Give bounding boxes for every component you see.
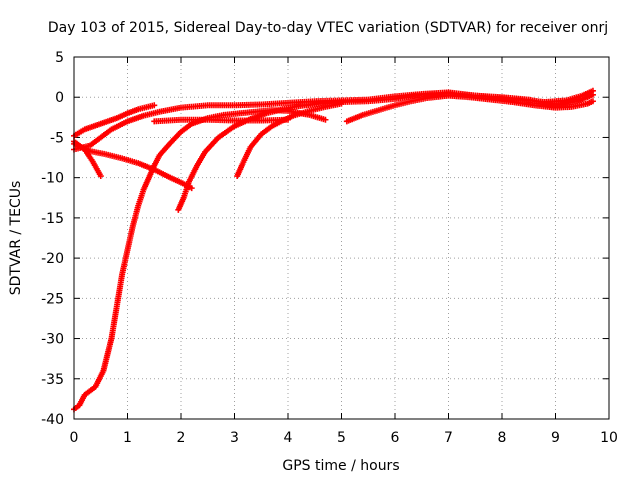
- data-point: [338, 100, 345, 107]
- data-point: [151, 102, 158, 109]
- x-tick-label: 10: [600, 430, 618, 446]
- y-tick-label: -20: [41, 251, 64, 267]
- data-point: [589, 98, 596, 105]
- data-track-8: [151, 116, 291, 125]
- data-point: [285, 116, 291, 123]
- y-tick-label: 5: [55, 50, 64, 66]
- x-tick-label: 4: [284, 430, 293, 446]
- x-tick-label: 3: [230, 430, 239, 446]
- data-track-0: [71, 102, 158, 139]
- y-tick-label: -10: [41, 171, 64, 187]
- data-track-5: [175, 90, 596, 213]
- chart-title: Day 103 of 2015, Sidereal Day-to-day VTE…: [48, 20, 608, 36]
- data-point: [97, 173, 104, 180]
- x-axis-label: GPS time / hours: [282, 458, 399, 474]
- x-tick-label: 6: [391, 430, 400, 446]
- data-points: [71, 87, 596, 413]
- x-tick-label: 7: [444, 430, 453, 446]
- data-track-6: [234, 100, 345, 180]
- y-tick-label: -15: [41, 211, 64, 227]
- y-tick-label: -35: [41, 372, 64, 388]
- data-track-7: [343, 92, 596, 125]
- y-axis-label: SDTVAR / TECUs: [8, 181, 24, 296]
- x-tick-label: 1: [123, 430, 132, 446]
- x-tick-label: 8: [498, 430, 507, 446]
- data-track-3: [71, 87, 596, 153]
- plot-frame: [73, 56, 610, 420]
- x-tick-label: 9: [551, 430, 560, 446]
- x-tick-label: 5: [337, 430, 346, 446]
- y-tick-label: -5: [50, 130, 64, 146]
- data-point: [589, 91, 596, 98]
- y-tick-label: -25: [41, 291, 64, 307]
- y-tick-label: -40: [41, 412, 64, 428]
- data-point: [322, 116, 329, 123]
- x-tick-label: 0: [70, 430, 79, 446]
- y-tick-label: -30: [41, 332, 64, 348]
- data-track-2: [71, 140, 195, 192]
- x-tick-label: 2: [177, 430, 186, 446]
- axis-ticks: 0 1 2 3 4 5 6 7 8 9 10 5 0 -5 -10 -15 -20 -25 -30 -35 -40: [41, 50, 618, 446]
- y-tick-label: 0: [55, 90, 64, 106]
